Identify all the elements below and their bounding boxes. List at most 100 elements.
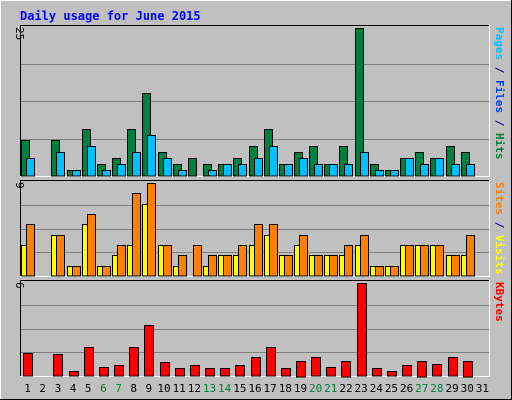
bar-pages-day-20	[314, 164, 323, 177]
bar-sites-day-24	[375, 266, 384, 277]
legend-hits-files-pages: Pages / Files / Hits	[493, 27, 506, 160]
y-max-label: 9	[13, 182, 26, 189]
x-label-day-22: 22	[339, 382, 352, 395]
bar-pages-day-11	[178, 170, 187, 177]
bar-sites-day-13	[208, 255, 217, 277]
bar-pages-day-4	[72, 170, 81, 177]
bar-sites-day-5	[87, 214, 96, 277]
y-max-label: 6	[13, 282, 26, 289]
bar-sites-day-1	[26, 224, 35, 277]
panel-hits-files-pages: 25 Pages / Files / Hits	[13, 25, 506, 177]
x-label-day-10: 10	[157, 382, 170, 395]
bar-pages-day-3	[56, 152, 65, 177]
x-label-day-21: 21	[324, 382, 337, 395]
bar-hits-day-29	[446, 146, 455, 177]
x-label-day-7: 7	[115, 382, 122, 395]
x-label-day-15: 15	[233, 382, 246, 395]
bar-sites-day-11	[178, 255, 187, 277]
x-label-day-11: 11	[173, 382, 186, 395]
bar-sites-day-12	[193, 245, 202, 277]
bar-kbytes-day-5	[84, 347, 94, 377]
bar-sites-day-19	[299, 235, 308, 277]
bar-pages-day-9	[147, 135, 156, 177]
panel-visits-sites: 9 Sites / Visits	[13, 180, 506, 277]
x-label-day-17: 17	[264, 382, 277, 395]
bar-pages-day-18	[284, 164, 293, 177]
bar-sites-day-4	[72, 266, 81, 277]
bar-kbytes-day-11	[175, 368, 185, 377]
bar-kbytes-day-25	[387, 371, 397, 377]
bar-pages-day-6	[102, 170, 111, 177]
bar-sites-day-22	[344, 245, 353, 277]
bar-sites-day-21	[329, 255, 338, 277]
bar-sites-day-27	[420, 245, 429, 277]
legend-entry: /	[493, 60, 506, 80]
bar-kbytes-day-23	[357, 283, 367, 377]
x-label-day-30: 30	[461, 382, 474, 395]
x-label-day-16: 16	[248, 382, 261, 395]
bar-kbytes-day-22	[341, 361, 351, 378]
bar-kbytes-day-24	[372, 368, 382, 377]
bar-pages-day-22	[344, 164, 353, 177]
x-label-day-2: 2	[39, 382, 46, 395]
bar-sites-day-10	[163, 245, 172, 277]
x-label-day-5: 5	[85, 382, 92, 395]
x-label-day-20: 20	[309, 382, 322, 395]
legend-entry: Hits	[493, 133, 506, 160]
bar-kbytes-day-4	[69, 371, 79, 377]
legend-entry: Visits	[493, 235, 506, 275]
bar-sites-day-26	[405, 245, 414, 277]
chart-title: Daily usage for June 2015	[20, 9, 201, 23]
x-axis-day-labels: 1 2 3 4 5 6 7 8 9 10 11 12 13 14 15 16 17 18 19 20 21 22 23 24 2…	[24, 382, 489, 395]
bar-kbytes-day-10	[160, 362, 170, 377]
x-label-day-29: 29	[445, 382, 458, 395]
legend-entry: KBytes	[493, 282, 506, 322]
x-label-day-26: 26	[400, 382, 413, 395]
bar-pages-day-21	[329, 164, 338, 177]
bar-kbytes-day-3	[53, 354, 63, 377]
bar-hits-day-23	[355, 28, 364, 177]
bar-hits-day-22	[339, 146, 348, 177]
bar-sites-day-16	[254, 224, 263, 277]
bar-pages-day-16	[254, 158, 263, 177]
bar-sites-day-6	[102, 266, 111, 277]
bar-kbytes-day-29	[448, 357, 458, 377]
bar-pages-day-24	[375, 170, 384, 177]
bar-sites-day-8	[132, 193, 141, 277]
legend-entry: Files	[493, 80, 506, 113]
bar-pages-day-27	[420, 164, 429, 177]
x-label-day-13: 13	[203, 382, 216, 395]
bar-pages-day-17	[269, 146, 278, 177]
legend-entry: Pages	[493, 27, 506, 60]
x-label-day-6: 6	[100, 382, 107, 395]
x-label-day-14: 14	[218, 382, 232, 395]
chart-panels: 25 Pages / Files / Hits 9 Sites / Visits 6 KB…	[13, 25, 506, 378]
bar-sites-day-30	[466, 235, 475, 277]
x-label-day-19: 19	[294, 382, 307, 395]
x-label-day-12: 12	[188, 382, 201, 395]
bar-sites-day-25	[390, 266, 399, 277]
bar-kbytes-day-15	[235, 365, 245, 377]
y-max-label: 25	[13, 27, 26, 40]
bar-sites-day-14	[223, 255, 232, 277]
x-label-day-31: 31	[476, 382, 489, 395]
legend-kbytes: KBytes	[493, 282, 506, 322]
bar-pages-day-1	[26, 158, 35, 177]
bar-sites-day-29	[451, 255, 460, 277]
bar-pages-day-5	[87, 146, 96, 177]
bar-sites-day-17	[269, 224, 278, 277]
bar-hits-day-9	[142, 93, 151, 177]
bar-kbytes-day-6	[99, 367, 109, 377]
bar-kbytes-day-19	[296, 361, 306, 378]
x-label-day-3: 3	[55, 382, 62, 395]
bar-kbytes-day-14	[220, 368, 230, 377]
bar-kbytes-day-30	[463, 361, 473, 378]
bar-kbytes-day-8	[129, 347, 139, 377]
x-label-day-24: 24	[370, 382, 384, 395]
bar-sites-day-15	[238, 245, 247, 277]
bar-pages-day-28	[435, 158, 444, 177]
legend-entry: /	[493, 215, 506, 235]
bar-kbytes-day-1	[23, 353, 33, 377]
x-label-day-27: 27	[415, 382, 428, 395]
